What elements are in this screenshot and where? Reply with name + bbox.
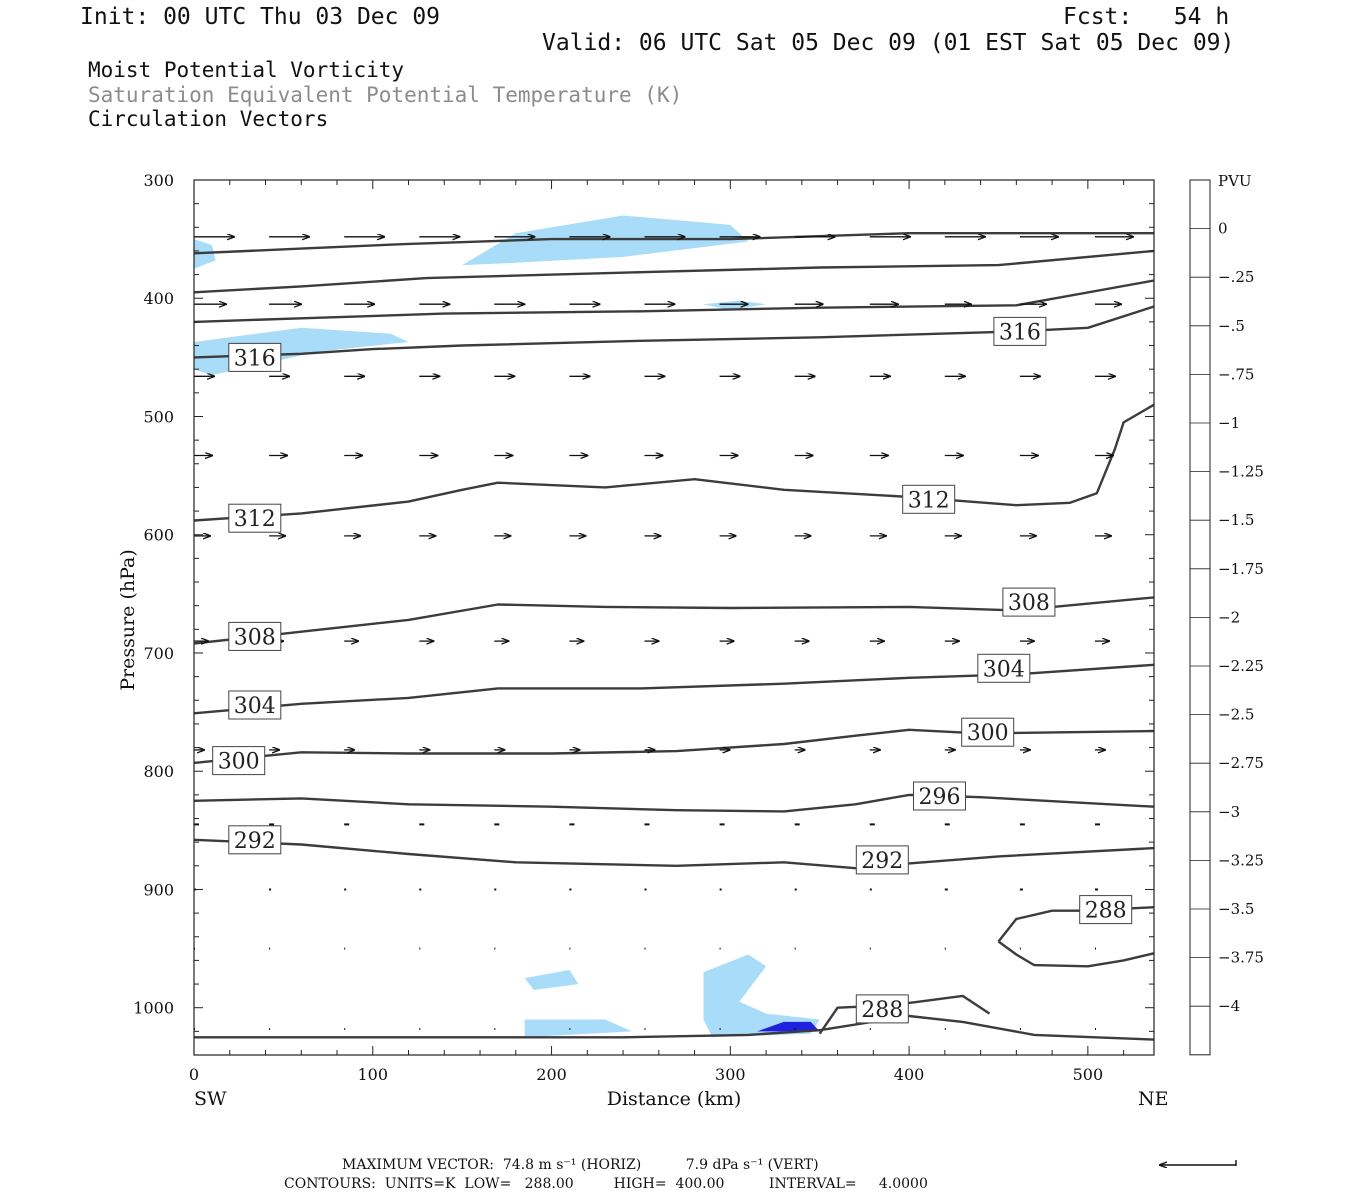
contour-label-304: 304 [983, 657, 1025, 682]
contour-label-292: 292 [234, 829, 276, 854]
theta-contour-296 [193, 793, 1155, 813]
contour-label-316: 316 [234, 346, 276, 371]
contour-label-288: 288 [861, 998, 903, 1023]
contour-label-300: 300 [967, 721, 1009, 746]
colorbar-level-label: −.5 [1218, 317, 1245, 335]
axes-layer: 0 100 200 300 400 500 300 400 500 600 700 800 900 100… [133, 171, 1154, 1084]
contour-label-box [1002, 587, 1056, 617]
forecast-hour: Fcst: 54 h [1063, 4, 1230, 30]
title-line-1: Moist Potential Vorticity [88, 58, 405, 82]
x-tick-label: 500 [1073, 1065, 1104, 1084]
theta-contour-308 [193, 596, 1155, 645]
colorbar-level-label: −3.5 [1218, 900, 1254, 918]
contour-label-box [228, 690, 282, 720]
contour-label-296: 296 [919, 785, 961, 810]
colorbar-level-label: −2.5 [1218, 706, 1254, 724]
x-end-label-right: NE [1138, 1088, 1169, 1110]
contour-label-308: 308 [1008, 591, 1050, 616]
contour-label-312: 312 [234, 507, 276, 532]
pv-shade-region [524, 1019, 632, 1038]
colorbar-level-label: −1.5 [1218, 511, 1254, 529]
pv-shade-region [524, 969, 579, 990]
contour-label-304: 304 [234, 694, 276, 719]
contour-label-box [913, 781, 966, 811]
colorbar-level-label: −2.25 [1218, 657, 1264, 675]
theta-contour-316 [193, 249, 1155, 294]
colorbar-level-label: −1 [1218, 414, 1240, 432]
colorbar-level-label: −1.25 [1218, 463, 1264, 481]
theta-contour-292 [193, 838, 1155, 870]
contour-label-box [228, 825, 282, 855]
y-tick-label: 700 [143, 644, 174, 663]
contour-label-box [212, 746, 266, 776]
contour-label-box [961, 717, 1015, 747]
plot-frame [193, 179, 1155, 1056]
x-axis-label: Distance (km) [607, 1088, 742, 1110]
y-tick-label: 900 [143, 880, 174, 899]
contour-label-308: 308 [234, 625, 276, 650]
theta-contour-288 [997, 940, 1155, 968]
theta-contour-316 [193, 231, 1154, 255]
title-line-3: Circulation Vectors [88, 107, 329, 131]
colorbar-level-label: −.75 [1218, 365, 1254, 383]
pv-shade-region [194, 327, 409, 376]
colorbar-level-label: 0 [1218, 220, 1228, 238]
reference-vector [1160, 1160, 1237, 1166]
colorbar-level-label: −1.75 [1218, 560, 1264, 578]
contour-label-box [993, 316, 1047, 346]
pv-shade-region [703, 954, 820, 1038]
contour-label-box [228, 342, 282, 372]
colorbar-level-label: −.25 [1218, 268, 1254, 286]
y-tick-label: 300 [143, 171, 174, 190]
contour-label-292: 292 [861, 849, 903, 874]
colorbar-level-label: −2 [1218, 608, 1240, 626]
contour-label-288: 288 [1085, 899, 1127, 924]
init-time: Init: 00 UTC Thu 03 Dec 09 [80, 4, 441, 30]
x-end-label-left: SW [194, 1088, 227, 1110]
y-tick-label: 1000 [133, 999, 174, 1018]
colorbar-level-label: −3 [1218, 803, 1240, 821]
contour-label-box [977, 653, 1031, 683]
colorbar-level-label: −3.75 [1218, 949, 1264, 967]
y-tick-label: 600 [143, 526, 174, 545]
x-tick-label: 400 [894, 1065, 925, 1084]
x-tick-label: 0 [189, 1065, 199, 1084]
contour-label-312: 312 [908, 488, 950, 513]
theta-contour-316 [193, 279, 1155, 324]
contour-label-box [902, 484, 956, 514]
max-vector-footer: MAXIMUM VECTOR: 74.8 m s⁻¹ (HORIZ) 7.9 d… [342, 1157, 819, 1173]
contours-footer: CONTOURS: UNITS=K LOW= 288.00 HIGH= 400.… [284, 1176, 928, 1192]
contour-label-layer: 316 316 312 312 308 308 304 304 300 300 296 292 292 2… [212, 316, 1133, 1024]
valid-time: Valid: 06 UTC Sat 05 Dec 09 (01 EST Sat … [542, 30, 1235, 56]
y-axis-label: Pressure (hPa) [117, 549, 139, 691]
y-tick-label: 400 [143, 289, 174, 308]
title-line-2: Saturation Equivalent Potential Temperat… [88, 83, 683, 107]
contour-label-300: 300 [218, 750, 260, 775]
contour-label-box [855, 994, 909, 1024]
colorbar-title: PVU [1218, 172, 1252, 190]
y-tick-label: 500 [143, 407, 174, 426]
contour-label-box [1079, 895, 1133, 925]
contour-label-box [228, 621, 282, 651]
pv-shade-region [703, 300, 767, 311]
pv-colorbar: 0 −.25 −.5 −.75 −1 −1.25 −1.5 −1.75 −2 −2.25 −2.5 −… [1189, 179, 1264, 1056]
circulation-vector-layer [194, 237, 1133, 1030]
theta-contour-316 [193, 305, 1155, 359]
pv-shade-region [757, 1021, 820, 1032]
x-tick-label: 100 [357, 1065, 388, 1084]
y-tick-label: 800 [143, 762, 174, 781]
theta-contour-288 [194, 1014, 1155, 1041]
colorbar-level-label: −2.75 [1218, 754, 1264, 772]
contour-label-box [228, 503, 282, 533]
x-tick-label: 300 [715, 1065, 746, 1084]
theta-contour-312 [193, 403, 1155, 522]
x-tick-label: 200 [536, 1065, 567, 1084]
theta-contour-layer [193, 231, 1155, 1041]
contour-label-316: 316 [999, 320, 1041, 345]
colorbar-level-label: −4 [1218, 997, 1240, 1015]
contour-label-box [855, 845, 909, 875]
colorbar-level-label: −3.25 [1218, 851, 1264, 869]
